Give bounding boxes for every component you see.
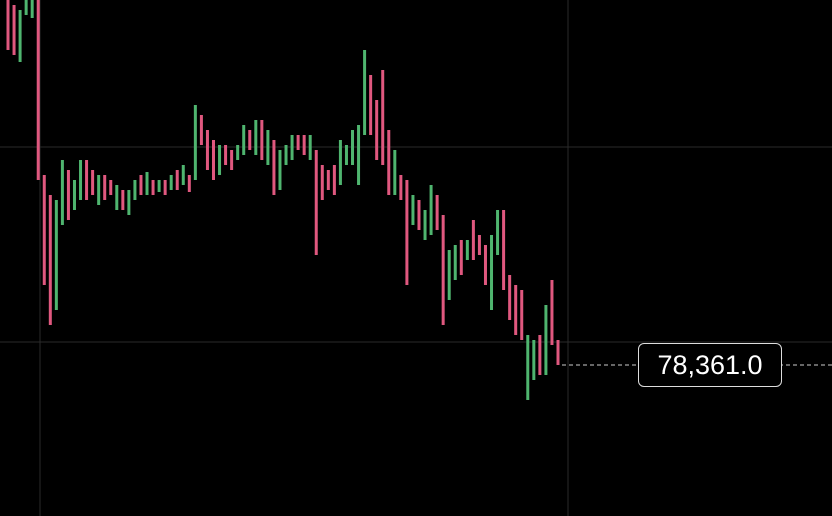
candle-body bbox=[411, 195, 415, 225]
candle-body bbox=[351, 130, 355, 165]
candle-body bbox=[332, 165, 336, 195]
candle-body bbox=[338, 140, 342, 185]
candle-body bbox=[211, 140, 215, 180]
candle-body bbox=[199, 115, 203, 145]
candle-body bbox=[459, 240, 463, 275]
candle-body bbox=[465, 240, 469, 260]
candle-body bbox=[387, 130, 391, 195]
candle-body bbox=[48, 195, 52, 325]
candle-body bbox=[236, 145, 240, 160]
last-price-label: 78,361.0 bbox=[638, 343, 782, 387]
candle-body bbox=[248, 130, 252, 150]
candle-body bbox=[36, 0, 40, 180]
candle-body bbox=[242, 125, 246, 155]
candle-body bbox=[266, 130, 270, 165]
candle-body bbox=[514, 285, 518, 335]
candle-body bbox=[18, 10, 22, 62]
candle-body bbox=[296, 135, 300, 150]
candle-body bbox=[254, 120, 258, 155]
candle-body bbox=[369, 75, 373, 135]
candle-body bbox=[556, 340, 560, 365]
candle-body bbox=[532, 340, 536, 380]
candle-body bbox=[477, 235, 481, 255]
candle-body bbox=[133, 180, 137, 200]
candle-body bbox=[12, 5, 16, 55]
candle-body bbox=[320, 165, 324, 200]
candle-body bbox=[193, 105, 197, 180]
candle-body bbox=[544, 305, 548, 375]
candle-body bbox=[163, 180, 167, 195]
candle-body bbox=[357, 125, 361, 185]
candle-body bbox=[429, 185, 433, 235]
candle-body bbox=[72, 180, 76, 210]
candle-body bbox=[405, 180, 409, 285]
candle-body bbox=[417, 200, 421, 230]
candle-body bbox=[483, 245, 487, 285]
candle-body bbox=[502, 210, 506, 290]
candle-body bbox=[326, 170, 330, 190]
candle-body bbox=[381, 70, 385, 165]
candle-body bbox=[91, 170, 95, 195]
candle-body bbox=[314, 150, 318, 255]
candle-body bbox=[435, 195, 439, 230]
candle-body bbox=[24, 0, 28, 15]
candle-body bbox=[441, 215, 445, 325]
candle-body bbox=[60, 160, 64, 225]
candle-body bbox=[151, 180, 155, 195]
candle-body bbox=[393, 150, 397, 195]
candle-body bbox=[508, 275, 512, 320]
candle-body bbox=[496, 210, 500, 255]
candle-body bbox=[169, 175, 173, 190]
candle-body bbox=[157, 180, 161, 192]
candle-body bbox=[97, 175, 101, 205]
candle-body bbox=[290, 135, 294, 160]
candle-body bbox=[103, 175, 107, 200]
candle-body bbox=[230, 150, 234, 170]
candle-body bbox=[145, 172, 149, 195]
candle-body bbox=[139, 175, 143, 195]
candle-body bbox=[399, 175, 403, 200]
candle-body bbox=[520, 290, 524, 340]
candle-body bbox=[79, 160, 83, 200]
candle-body bbox=[85, 160, 89, 200]
candle-body bbox=[109, 180, 113, 195]
candle-body bbox=[205, 130, 209, 170]
candle-body bbox=[550, 280, 554, 345]
candle-body bbox=[181, 165, 185, 185]
candle-body bbox=[363, 50, 367, 135]
candle-body bbox=[66, 170, 70, 220]
candle-body bbox=[538, 335, 542, 375]
candle-body bbox=[6, 0, 10, 50]
candle-body bbox=[218, 145, 222, 175]
candle-body bbox=[471, 220, 475, 260]
candle-body bbox=[278, 150, 282, 190]
candle-body bbox=[30, 0, 34, 18]
candle-body bbox=[115, 185, 119, 210]
candle-body bbox=[447, 250, 451, 300]
candle-body bbox=[423, 210, 427, 240]
candle-body bbox=[42, 175, 46, 285]
candle-body bbox=[453, 245, 457, 280]
candle-body bbox=[302, 135, 306, 155]
candle-body bbox=[272, 140, 276, 195]
candle-body bbox=[121, 190, 125, 210]
candle-body bbox=[308, 135, 312, 160]
candle-body bbox=[375, 100, 379, 160]
candle-body bbox=[490, 235, 494, 310]
candle-body bbox=[187, 175, 191, 192]
candle-body bbox=[284, 145, 288, 165]
candle-body bbox=[224, 145, 228, 165]
candle-body bbox=[175, 170, 179, 190]
candle-body bbox=[54, 200, 58, 310]
candle-body bbox=[260, 120, 264, 160]
candle-body bbox=[127, 190, 131, 215]
candle-body bbox=[526, 335, 530, 400]
candle-body bbox=[344, 145, 348, 165]
